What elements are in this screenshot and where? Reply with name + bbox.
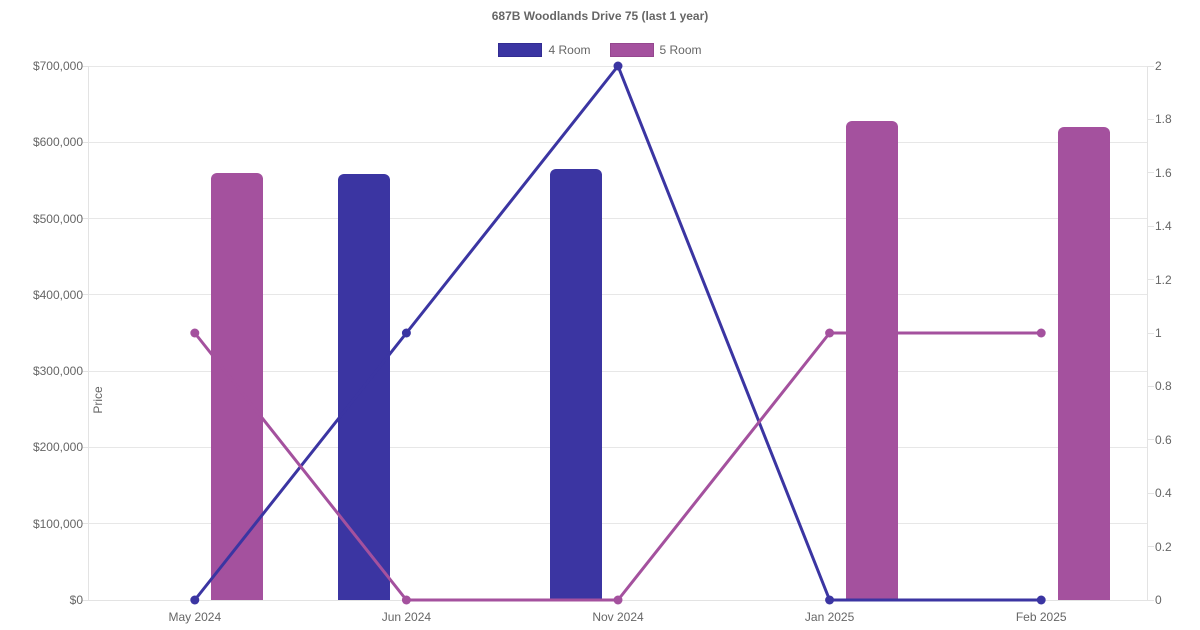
lines-layer [190,61,1046,605]
right-tick-mark [1148,439,1154,441]
legend-item-5-room[interactable]: 5 Room [609,43,702,57]
point-5-room-jun-2024[interactable] [401,595,411,605]
right-tick-label: 0.4 [1155,486,1172,501]
right-tick-mark [1148,385,1154,387]
left-tick-label: $300,000 [32,364,83,379]
point-4-room-feb-2025[interactable] [1036,595,1046,605]
point-5-room-may-2024[interactable] [190,328,200,338]
right-tick-mark [1148,492,1154,494]
left-tick-label: $100,000 [32,516,83,531]
chart-title: 687B Woodlands Drive 75 (last 1 year) [491,9,709,23]
right-tick-mark [1148,172,1154,174]
legend-swatch-4-room [498,43,543,57]
left-tick-mark [82,599,88,601]
left-tick-mark [82,446,88,448]
right-tick-label: 0.6 [1155,432,1172,447]
left-axis-title: Price [91,386,105,414]
right-tick-mark [1148,118,1154,120]
legend-swatch-5-room [609,43,654,57]
gridline [89,523,1147,525]
gridline [89,141,1147,143]
point-4-room-jun-2024[interactable] [401,328,411,338]
left-tick-label: $600,000 [32,135,83,150]
left-tick-mark [82,65,88,67]
bar-4-room-nov-2024[interactable] [549,168,602,600]
point-5-room-jan-2025[interactable] [825,328,835,338]
right-tick-label: 1.2 [1155,272,1172,287]
right-tick-label: 1.4 [1155,219,1172,234]
point-4-room-may-2024[interactable] [190,595,200,605]
units-line-5-room [193,331,1043,602]
left-tick-mark [82,141,88,143]
point-4-room-nov-2024[interactable] [613,61,623,71]
right-tick-label: 1 [1155,326,1162,340]
point-4-room-jan-2025[interactable] [825,595,835,605]
right-tick-label: 1.8 [1155,112,1172,127]
right-tick-mark [1148,65,1154,67]
gridline [89,218,1147,220]
right-tick-label: 0.2 [1155,539,1172,554]
legend-label: 4 Room [548,43,591,57]
right-tick-label: 0 [1155,593,1162,607]
right-tick-mark [1148,599,1154,601]
x-tick-label-may-2024: May 2024 [168,610,222,624]
legend-item-4-room[interactable]: 4 Room [498,43,591,57]
left-tick-mark [82,294,88,296]
left-tick-label: $400,000 [32,287,83,302]
gridline [89,370,1147,372]
left-tick-mark [82,218,88,220]
plot-area: $0 $100,000 $200,000 $300,000 $400,000 $500,0… [33,59,1172,624]
bar-5-room-jan-2025[interactable] [845,120,898,600]
left-tick-mark [82,523,88,525]
legend-label: 5 Room [659,43,702,57]
right-tick-label: 0.8 [1155,379,1172,394]
x-tick-label-jun-2024: Jun 2024 [381,610,432,624]
right-tick-label: 1.6 [1155,165,1172,180]
point-5-room-nov-2024[interactable] [613,595,623,605]
right-tick-mark [1148,546,1154,548]
left-tick-mark [82,370,88,372]
legend: 4 Room 5 Room [0,43,1200,57]
right-tick-mark [1148,225,1154,227]
x-tick-label-nov-2024: Nov 2024 [592,610,644,624]
x-tick-label-feb-2025: Feb 2025 [1015,610,1067,624]
bar-5-room-feb-2025[interactable] [1057,127,1110,600]
right-tick-mark [1148,279,1154,281]
left-tick-label: $200,000 [32,440,83,455]
gridline [89,294,1147,296]
left-tick-label: $700,000 [32,59,83,73]
gridline [89,446,1147,448]
left-tick-label: $500,000 [32,211,83,226]
right-tick-mark [1148,332,1154,334]
right-tick-label: 2 [1155,59,1162,73]
left-tick-label: $0 [69,593,83,607]
x-tick-label-jan-2025: Jan 2025 [804,610,855,624]
point-5-room-feb-2025[interactable] [1036,328,1046,338]
